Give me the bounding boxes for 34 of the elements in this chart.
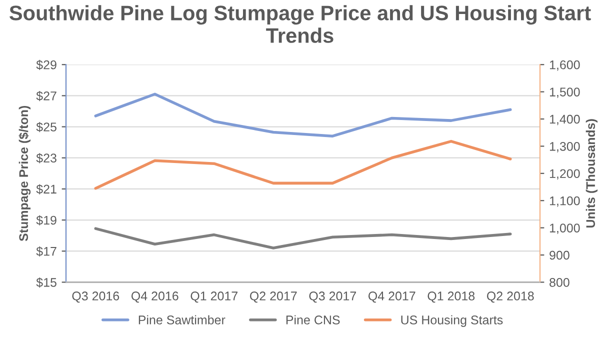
x-tick-label: Q2 2018 <box>486 292 534 303</box>
line-series <box>94 140 512 190</box>
y-tick-label: $15 <box>36 277 56 288</box>
x-tick-label: Q3 2017 <box>309 292 356 303</box>
x-tick-label: Q1 2018 <box>428 292 475 303</box>
x-tick-label: Q4 2017 <box>368 292 416 303</box>
y2-tick-label: 900 <box>550 250 570 260</box>
y-tick-label: $19 <box>36 215 56 226</box>
legend-label: Pine CNS <box>286 315 340 324</box>
y2-tick-label: 1,100 <box>550 196 580 207</box>
y2-tick-label: 1,400 <box>550 114 580 126</box>
x-tick-label: Q4 2016 <box>131 292 178 303</box>
y2-axis-title: Units (Thousands) <box>586 119 598 228</box>
x-tick-label: Q1 2017 <box>190 292 238 303</box>
y2-tick-label: 1,500 <box>550 88 580 98</box>
y-tick-label: $21 <box>36 184 56 194</box>
y-axis-title: Stumpage Price ($/ton) <box>18 106 31 242</box>
y2-tick-label: 1,600 <box>550 60 580 71</box>
y2-tick-label: 800 <box>550 278 570 287</box>
line-series <box>94 227 512 250</box>
legend-label: Pine Sawtimber <box>138 315 226 324</box>
x-tick-label: Q2 2017 <box>250 292 297 303</box>
y2-tick-label: 1,300 <box>550 142 580 152</box>
y-tick-label: $25 <box>36 122 56 132</box>
legend-label: US Housing Starts <box>401 315 503 327</box>
y-tick-label: $29 <box>36 60 56 70</box>
y2-tick-label: 1,200 <box>550 169 580 180</box>
y2-tick-label: 1,000 <box>550 224 580 234</box>
y-tick-label: $27 <box>36 90 56 102</box>
y-tick-label: $17 <box>36 246 56 257</box>
x-tick-label: Q3 2016 <box>72 292 120 303</box>
chart-title: Southwide Pine Log Stumpage Price and US Housing Start Trends <box>9 5 591 43</box>
y-tick-label: $23 <box>36 153 56 164</box>
line-series <box>94 92 512 138</box>
